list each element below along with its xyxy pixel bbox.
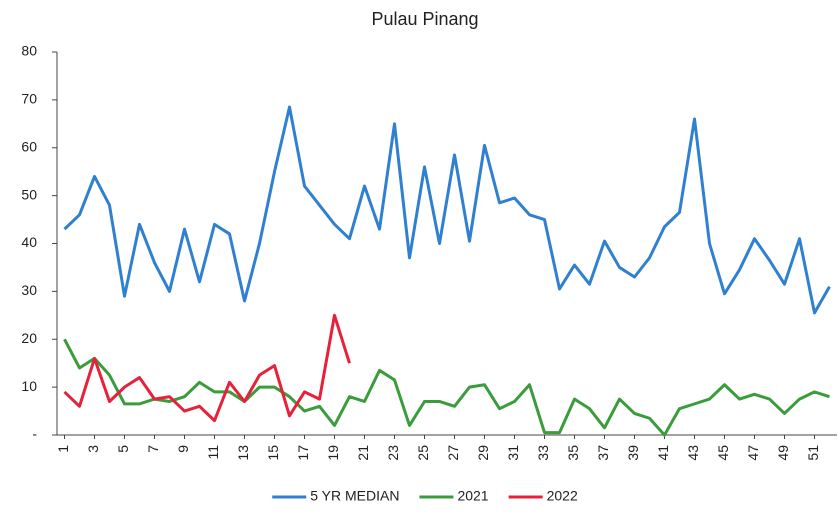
x-tick-label: 39: [625, 445, 641, 461]
x-tick-label: 21: [355, 445, 371, 461]
x-tick-label: 41: [655, 445, 671, 461]
x-tick-label: 27: [445, 445, 461, 461]
series-line: [63, 313, 351, 423]
series-line: [63, 338, 830, 437]
x-tick-label: 15: [265, 445, 281, 461]
y-tick-label: 30: [21, 282, 37, 298]
y-tick-label: 80: [21, 43, 37, 59]
x-tick-label: 45: [715, 445, 731, 461]
y-tick-label: -: [32, 426, 37, 442]
y-tick-label: 70: [21, 91, 37, 107]
x-tick-label: 1: [55, 445, 71, 453]
x-tick-label: 5: [115, 445, 131, 453]
x-tick-label: 9: [175, 445, 191, 453]
y-tick-label: 10: [21, 378, 37, 394]
y-tick-label: 20: [21, 330, 37, 346]
x-tick-label: 13: [235, 445, 251, 461]
y-tick-label: 40: [21, 234, 37, 250]
x-tick-label: 17: [295, 445, 311, 461]
legend-label: 2021: [457, 488, 488, 504]
x-tick-label: 43: [685, 445, 701, 461]
x-tick-label: 23: [385, 445, 401, 461]
x-tick-label: 29: [475, 445, 491, 461]
x-tick-label: 37: [595, 445, 611, 461]
x-tick-label: 19: [325, 445, 341, 461]
x-tick-label: 3: [85, 445, 101, 453]
x-tick-label: 33: [535, 445, 551, 461]
x-tick-label: 51: [805, 445, 821, 461]
x-tick-label: 35: [565, 445, 581, 461]
y-tick-label: 50: [21, 186, 37, 202]
legend-label: 5 YR MEDIAN: [310, 488, 399, 504]
series-line: [63, 105, 831, 315]
x-tick-label: 11: [205, 445, 221, 460]
x-tick-label: 7: [145, 445, 161, 453]
y-tick-label: 60: [21, 138, 37, 154]
x-tick-label: 47: [745, 445, 761, 461]
legend-label: 2022: [547, 488, 578, 504]
chart-title: Pulau Pinang: [371, 9, 478, 29]
x-tick-label: 25: [415, 445, 431, 461]
x-tick-label: 31: [505, 445, 521, 461]
x-tick-label: 49: [775, 445, 791, 461]
